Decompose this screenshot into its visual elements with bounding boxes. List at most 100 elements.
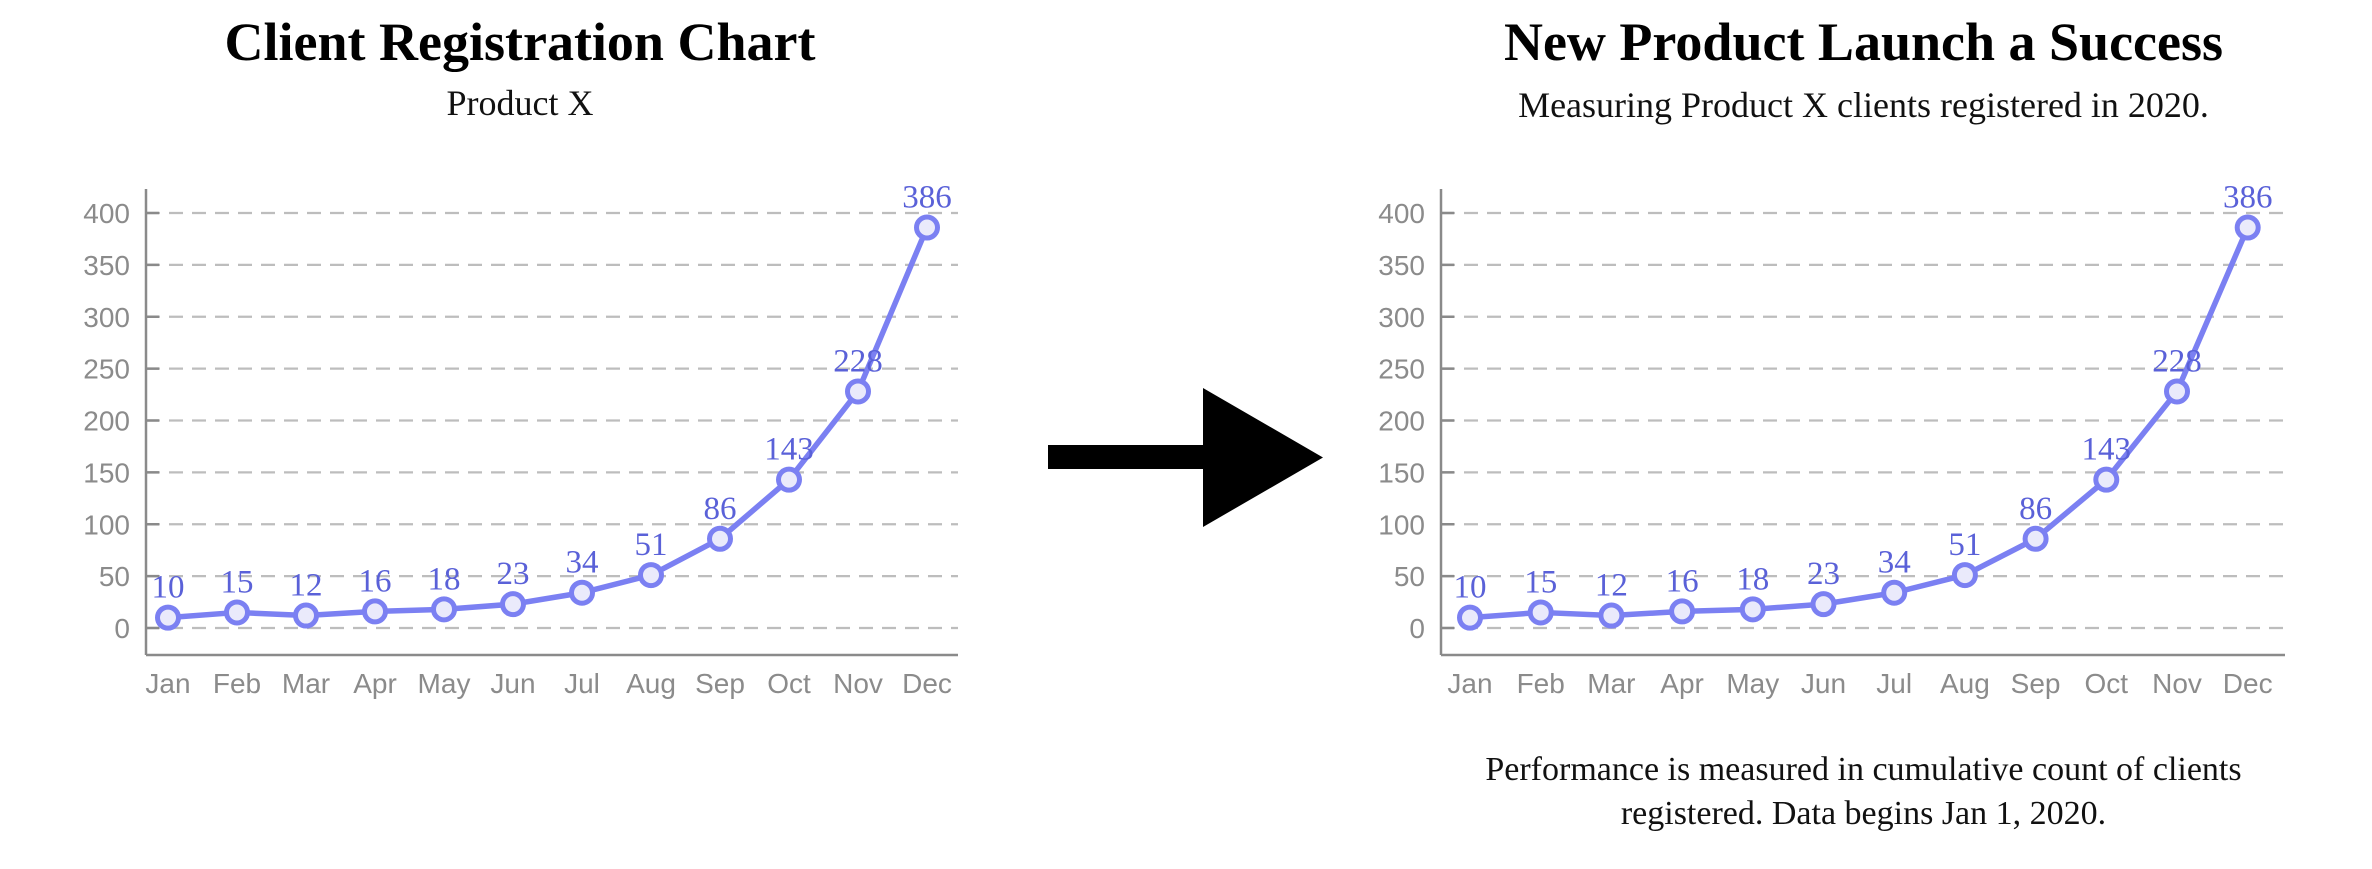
y-tick-label-0: 0	[1409, 613, 1425, 644]
data-label-nov: 228	[833, 343, 883, 379]
data-label-may: 18	[1736, 561, 1769, 597]
data-label-dec: 386	[2223, 180, 2273, 216]
data-point-apr	[362, 598, 388, 625]
y-tick-label-200: 200	[83, 406, 130, 437]
y-tick-label-300: 300	[83, 302, 130, 333]
right-chart-subtitle: Measuring Product X clients registered i…	[1518, 85, 2209, 125]
right-chart-caption: Performance is measured in cumulative co…	[1355, 748, 2372, 836]
x-tick-label-apr: Apr	[353, 668, 397, 699]
x-tick-label-mar: Mar	[282, 668, 330, 699]
data-line	[1467, 224, 2251, 621]
right-arrow-icon	[1048, 388, 1323, 527]
y-tick-label-50: 50	[1394, 561, 1425, 592]
data-point-mar	[293, 602, 319, 629]
x-tick-label-jan: Jan	[1447, 668, 1492, 699]
x-tick-label-jun: Jun	[1801, 668, 1846, 699]
data-point-sep	[707, 525, 733, 552]
data-point-apr	[1669, 598, 1696, 625]
x-tick-label-dec: Dec	[2223, 668, 2273, 699]
x-tick-label-jul: Jul	[564, 668, 600, 699]
y-tick-label-100: 100	[1378, 509, 1425, 540]
x-tick-label-aug: Aug	[1940, 668, 1990, 699]
data-label-feb: 15	[221, 564, 254, 600]
data-point-sep	[2022, 525, 2049, 552]
right-chart-plot: 0 50 100 150 200 250 300 350 400 10 Jan 15 Feb 12 Mar 1…	[1378, 180, 2285, 699]
data-label-mar: 12	[1595, 568, 1628, 604]
data-label-nov: 228	[2152, 343, 2202, 379]
x-tick-label-nov: Nov	[2152, 668, 2202, 699]
data-point-dec	[914, 214, 940, 241]
x-tick-label-apr: Apr	[1660, 668, 1704, 699]
data-label-jan: 10	[1454, 570, 1487, 606]
x-tick-label-oct: Oct	[767, 668, 811, 699]
data-point-jul	[569, 579, 595, 606]
y-tick-label-150: 150	[1378, 457, 1425, 488]
left-chart-title: Client Registration Chart	[224, 12, 816, 72]
data-label-oct: 143	[2082, 432, 2132, 468]
x-tick-label-feb: Feb	[1517, 668, 1565, 699]
y-tick-label-150: 150	[83, 457, 130, 488]
data-label-sep: 86	[2019, 491, 2052, 527]
y-tick-label-0: 0	[114, 613, 130, 644]
x-tick-label-mar: Mar	[1587, 668, 1635, 699]
data-label-feb: 15	[1524, 564, 1557, 600]
y-tick-label-350: 350	[1378, 250, 1425, 281]
data-label-sep: 86	[704, 491, 737, 527]
left-chart-subtitle: Product X	[446, 83, 594, 123]
data-point-oct	[776, 466, 802, 493]
data-point-aug	[1951, 562, 1978, 589]
y-tick-label-250: 250	[1378, 354, 1425, 385]
data-line	[165, 224, 930, 621]
x-tick-label-jun: Jun	[490, 668, 535, 699]
data-point-aug	[638, 562, 664, 589]
data-point-oct	[2093, 466, 2120, 493]
x-tick-label-dec: Dec	[902, 668, 952, 699]
y-tick-label-350: 350	[83, 250, 130, 281]
data-label-apr: 16	[1666, 563, 1699, 599]
x-tick-label-may: May	[418, 668, 471, 699]
data-point-jun	[500, 591, 526, 618]
y-tick-label-50: 50	[99, 561, 130, 592]
y-tick-label-400: 400	[1378, 198, 1425, 229]
data-point-jan	[1457, 604, 1483, 631]
x-tick-label-may: May	[1726, 668, 1779, 699]
y-tick-label-200: 200	[1378, 406, 1425, 437]
x-tick-label-aug: Aug	[626, 668, 676, 699]
left-chart-plot: 0 50 100 150 200 250 300 350 400 10 Jan 15 Feb 12 Mar 1…	[83, 180, 958, 699]
data-point-nov	[845, 378, 871, 405]
data-point-feb	[224, 599, 250, 626]
data-point-jul	[1881, 579, 1908, 606]
caption-line-1: Performance is measured in cumulative co…	[1485, 751, 2242, 788]
data-label-jan: 10	[152, 570, 185, 606]
y-tick-label-250: 250	[83, 354, 130, 385]
data-label-dec: 386	[902, 180, 952, 216]
data-label-jun: 23	[1807, 556, 1840, 592]
data-label-jul: 34	[566, 545, 599, 581]
y-tick-label-400: 400	[83, 198, 130, 229]
data-point-may	[1739, 596, 1766, 623]
data-point-feb	[1527, 599, 1554, 626]
data-label-mar: 12	[290, 568, 323, 604]
data-label-jul: 34	[1878, 545, 1911, 581]
x-tick-label-sep: Sep	[695, 668, 745, 699]
x-tick-label-jan: Jan	[145, 668, 190, 699]
data-label-aug: 51	[1948, 527, 1981, 563]
data-label-apr: 16	[359, 563, 392, 599]
y-tick-label-100: 100	[83, 509, 130, 540]
x-tick-label-feb: Feb	[213, 668, 261, 699]
data-point-may	[431, 596, 457, 623]
data-label-jun: 23	[497, 556, 530, 592]
data-point-dec	[2234, 214, 2261, 241]
y-tick-label-300: 300	[1378, 302, 1425, 333]
data-point-mar	[1598, 602, 1625, 629]
data-point-jun	[1810, 591, 1837, 618]
data-point-nov	[2164, 378, 2190, 405]
x-tick-label-jul: Jul	[1876, 668, 1912, 699]
data-label-may: 18	[428, 561, 461, 597]
right-chart-title: New Product Launch a Success	[1503, 12, 2224, 72]
data-point-jan	[155, 604, 181, 631]
x-tick-label-nov: Nov	[833, 668, 883, 699]
right-arrow-shape	[1048, 388, 1323, 527]
data-label-aug: 51	[635, 527, 668, 563]
